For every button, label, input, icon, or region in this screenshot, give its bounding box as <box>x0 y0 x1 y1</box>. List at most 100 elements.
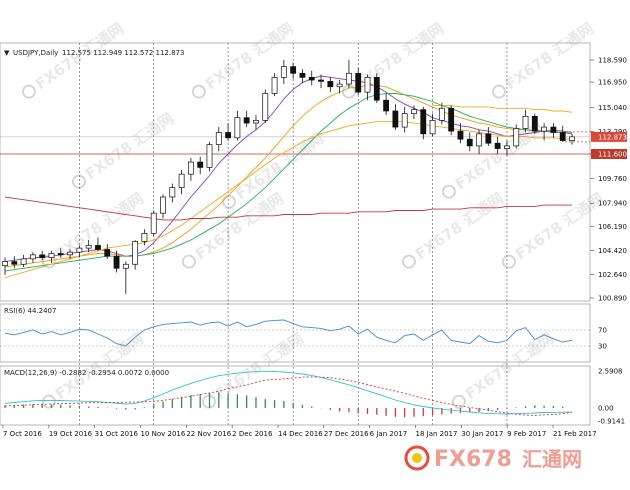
candle <box>187 158 194 181</box>
candle-body <box>29 254 36 260</box>
candle <box>132 240 139 270</box>
candle-body <box>504 145 510 149</box>
price-tick-label: 113.290 <box>598 128 627 136</box>
candle <box>448 105 455 136</box>
watermark-icon <box>181 254 196 269</box>
candle-body <box>429 120 436 135</box>
date-tick-label: 14 Dec 2016 <box>278 430 323 438</box>
candle <box>113 250 120 273</box>
candle <box>20 254 27 267</box>
current-price-label: 112.873 <box>598 133 627 141</box>
current-price-tag <box>591 131 627 142</box>
candle-body <box>122 263 129 269</box>
candle <box>290 62 297 79</box>
price-tick-label: 104.420 <box>598 247 627 255</box>
candle-body <box>383 99 390 112</box>
symbol-label: USDJPY,Daily <box>13 49 58 57</box>
candle <box>494 136 501 154</box>
watermark-icon <box>401 254 416 269</box>
candle <box>364 74 371 101</box>
candle <box>262 89 269 124</box>
candle-body <box>178 173 185 188</box>
candle <box>336 80 343 94</box>
candle <box>411 105 417 120</box>
watermark-icon <box>341 84 356 99</box>
candle-body <box>160 196 166 214</box>
rsi-series: 70 30 <box>0 319 607 351</box>
rsi-panel: RSI(6) 44.2407 70 30 <box>0 303 607 363</box>
moving-average-line <box>4 84 573 268</box>
price-tick-label: 118.590 <box>598 57 627 65</box>
candle-body <box>346 72 352 85</box>
watermark-text: FX678 汇通网 <box>82 109 177 183</box>
candle-body <box>327 81 334 88</box>
brand-logo-cn: 汇通网 <box>522 447 582 471</box>
candle-body <box>141 232 148 242</box>
watermark-icon <box>41 394 56 409</box>
candle <box>420 106 427 140</box>
candle <box>504 140 510 156</box>
candle <box>169 183 176 203</box>
macd-line <box>4 370 573 415</box>
date-tick-label: 30 Jan 2017 <box>461 430 503 438</box>
watermark-text: FX678 汇通网 <box>412 189 507 263</box>
candle-body <box>280 66 287 78</box>
rsi-tick-label: 70 <box>598 327 607 335</box>
candle <box>150 210 157 237</box>
candle-body <box>318 79 324 82</box>
watermark-icon <box>451 394 466 409</box>
candle <box>559 125 566 142</box>
candle-body <box>401 113 408 128</box>
date-tick-label: 22 Nov 2016 <box>186 430 231 438</box>
price-tick-label: 102.640 <box>598 271 627 279</box>
date-tick-label: 31 Oct 2016 <box>95 430 139 438</box>
watermark: FX678 汇通网 <box>201 329 307 409</box>
candle-body <box>308 76 315 81</box>
date-tick-label: 10 Nov 2016 <box>141 430 186 438</box>
candle-body <box>513 128 520 147</box>
candle <box>438 102 445 125</box>
support-line-tag <box>591 148 627 159</box>
candle <box>67 249 73 259</box>
candle-body <box>438 107 445 121</box>
candle <box>429 113 436 137</box>
candle <box>234 110 241 141</box>
price-panel: ▼ USDJPY,Daily 112.575 112.949 112.572 1… <box>0 42 627 425</box>
candle-body <box>187 161 194 175</box>
date-tick-label: 21 Feb 2017 <box>553 430 597 438</box>
candle-body <box>392 110 399 128</box>
candle <box>327 77 334 93</box>
support-line-label: 111.600 <box>598 150 627 158</box>
date-tick-label: 2 Dec 2016 <box>232 430 273 438</box>
candle-body <box>95 245 101 250</box>
candle-body <box>448 107 455 132</box>
brand-logo-icon-inner <box>412 453 422 463</box>
candle-body <box>225 132 231 139</box>
candle-body <box>234 117 241 139</box>
candle-body <box>494 142 501 149</box>
candle-body <box>11 261 18 265</box>
watermark-text: FX678 汇通网 <box>512 189 607 263</box>
watermark: FX678 汇通网 <box>191 19 297 99</box>
candle <box>85 240 92 253</box>
candle <box>160 194 166 219</box>
watermark: FX678 汇通网 <box>21 19 127 99</box>
rsi-panel-border <box>0 303 591 363</box>
date-tick-label: 18 Jan 2017 <box>416 430 458 438</box>
candle <box>11 256 18 269</box>
candle <box>355 67 362 95</box>
candle <box>215 127 222 152</box>
candle-body <box>132 241 139 265</box>
candle-body <box>57 253 64 256</box>
panel-collapse-icon[interactable]: ▼ <box>4 49 10 57</box>
candle-body <box>336 83 343 88</box>
candle <box>48 250 55 263</box>
price-tick-label: 115.040 <box>598 104 627 112</box>
candle <box>522 109 529 133</box>
watermark: FX678 汇通网 <box>441 119 547 199</box>
candle-body <box>373 76 380 101</box>
macd-tick-label: 0.00 <box>598 404 614 412</box>
date-tick-label: 19 Oct 2016 <box>49 430 93 438</box>
candle-body <box>569 136 575 141</box>
